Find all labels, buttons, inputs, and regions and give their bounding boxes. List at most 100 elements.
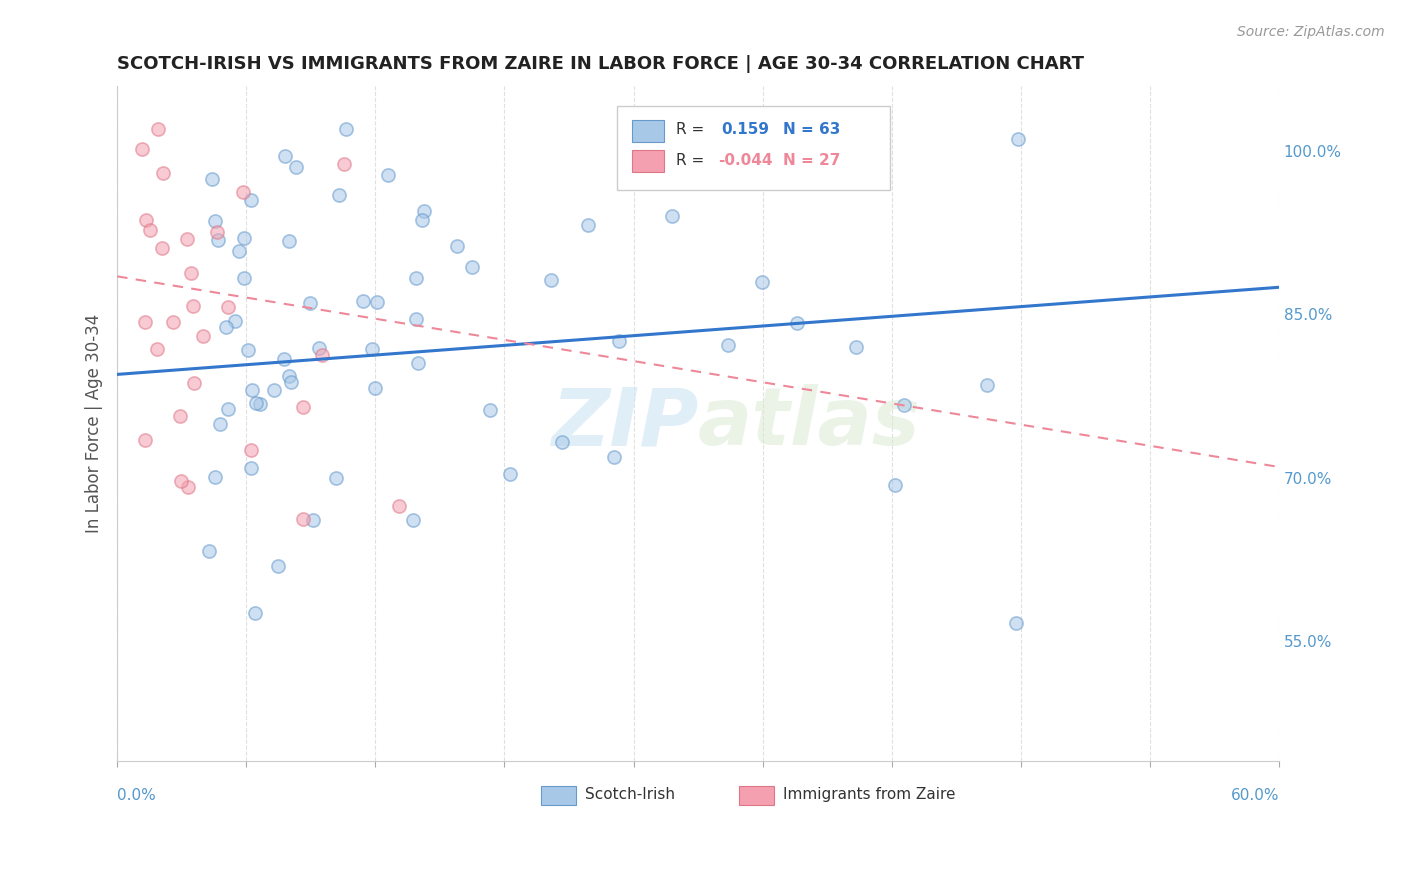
- Point: [845, 340, 868, 354]
- Point: [207, 233, 229, 247]
- Point: [550, 435, 572, 450]
- Text: R =: R =: [676, 122, 709, 137]
- Text: -0.044: -0.044: [718, 153, 772, 169]
- Point: [325, 471, 347, 485]
- Point: [145, 343, 167, 357]
- Text: R =: R =: [676, 153, 709, 169]
- FancyBboxPatch shape: [631, 120, 665, 142]
- Point: [208, 417, 231, 431]
- Point: [661, 209, 683, 223]
- Point: [191, 329, 214, 343]
- Point: [328, 187, 350, 202]
- Point: [134, 433, 156, 447]
- Point: [299, 296, 322, 310]
- Point: [245, 396, 267, 410]
- Point: [249, 397, 271, 411]
- Point: [240, 383, 263, 397]
- Text: N = 27: N = 27: [783, 153, 841, 169]
- Text: 0.0%: 0.0%: [117, 788, 156, 803]
- Point: [884, 478, 907, 492]
- Point: [169, 409, 191, 423]
- Text: N = 63: N = 63: [783, 122, 841, 137]
- Point: [176, 232, 198, 246]
- Point: [499, 467, 522, 481]
- Point: [446, 239, 468, 253]
- Point: [284, 160, 307, 174]
- Point: [603, 450, 626, 464]
- Point: [893, 398, 915, 412]
- Point: [146, 122, 169, 136]
- Text: 0.159: 0.159: [721, 122, 769, 137]
- Point: [406, 356, 429, 370]
- Point: [479, 403, 502, 417]
- Text: atlas: atlas: [697, 384, 921, 462]
- Point: [609, 334, 631, 348]
- Point: [135, 213, 157, 227]
- Point: [377, 168, 399, 182]
- Y-axis label: In Labor Force | Age 30-34: In Labor Force | Age 30-34: [86, 314, 103, 533]
- Point: [240, 461, 263, 475]
- Point: [405, 312, 427, 326]
- Point: [204, 214, 226, 228]
- Point: [280, 375, 302, 389]
- Point: [1005, 616, 1028, 631]
- Point: [335, 122, 357, 136]
- Point: [411, 212, 433, 227]
- Point: [162, 315, 184, 329]
- Point: [576, 218, 599, 232]
- FancyBboxPatch shape: [631, 150, 665, 172]
- Point: [540, 273, 562, 287]
- Point: [308, 342, 330, 356]
- Point: [786, 316, 808, 330]
- Text: Immigrants from Zaire: Immigrants from Zaire: [783, 788, 955, 802]
- Point: [277, 234, 299, 248]
- Point: [150, 242, 173, 256]
- Point: [277, 369, 299, 384]
- Point: [198, 543, 221, 558]
- Point: [413, 203, 436, 218]
- Point: [1007, 132, 1029, 146]
- Point: [131, 142, 153, 156]
- Point: [232, 185, 254, 199]
- Text: Scotch-Irish: Scotch-Irish: [585, 788, 675, 802]
- Point: [232, 270, 254, 285]
- Point: [139, 223, 162, 237]
- Point: [302, 513, 325, 527]
- Point: [228, 244, 250, 258]
- Point: [751, 275, 773, 289]
- Point: [201, 172, 224, 186]
- Point: [170, 474, 193, 488]
- Point: [366, 295, 388, 310]
- FancyBboxPatch shape: [617, 106, 890, 191]
- Point: [292, 400, 315, 414]
- Point: [388, 499, 411, 513]
- Point: [224, 313, 246, 327]
- Point: [361, 342, 384, 356]
- Point: [176, 480, 198, 494]
- Point: [405, 271, 427, 285]
- Point: [402, 513, 425, 527]
- Point: [232, 231, 254, 245]
- Point: [239, 193, 262, 207]
- Point: [180, 266, 202, 280]
- Point: [263, 383, 285, 397]
- FancyBboxPatch shape: [738, 786, 773, 805]
- Point: [215, 319, 238, 334]
- Point: [273, 149, 295, 163]
- Text: SCOTCH-IRISH VS IMMIGRANTS FROM ZAIRE IN LABOR FORCE | AGE 30-34 CORRELATION CHA: SCOTCH-IRISH VS IMMIGRANTS FROM ZAIRE IN…: [117, 55, 1084, 73]
- Point: [716, 338, 738, 352]
- Point: [461, 260, 484, 274]
- Point: [134, 315, 156, 329]
- Point: [332, 157, 354, 171]
- Point: [217, 301, 239, 315]
- Point: [311, 348, 333, 362]
- Point: [181, 300, 204, 314]
- Point: [273, 351, 295, 366]
- Text: ZIP: ZIP: [551, 384, 697, 462]
- Point: [183, 376, 205, 390]
- FancyBboxPatch shape: [541, 786, 576, 805]
- Point: [364, 381, 387, 395]
- Point: [217, 402, 239, 417]
- Text: 60.0%: 60.0%: [1230, 788, 1279, 803]
- Point: [352, 294, 374, 309]
